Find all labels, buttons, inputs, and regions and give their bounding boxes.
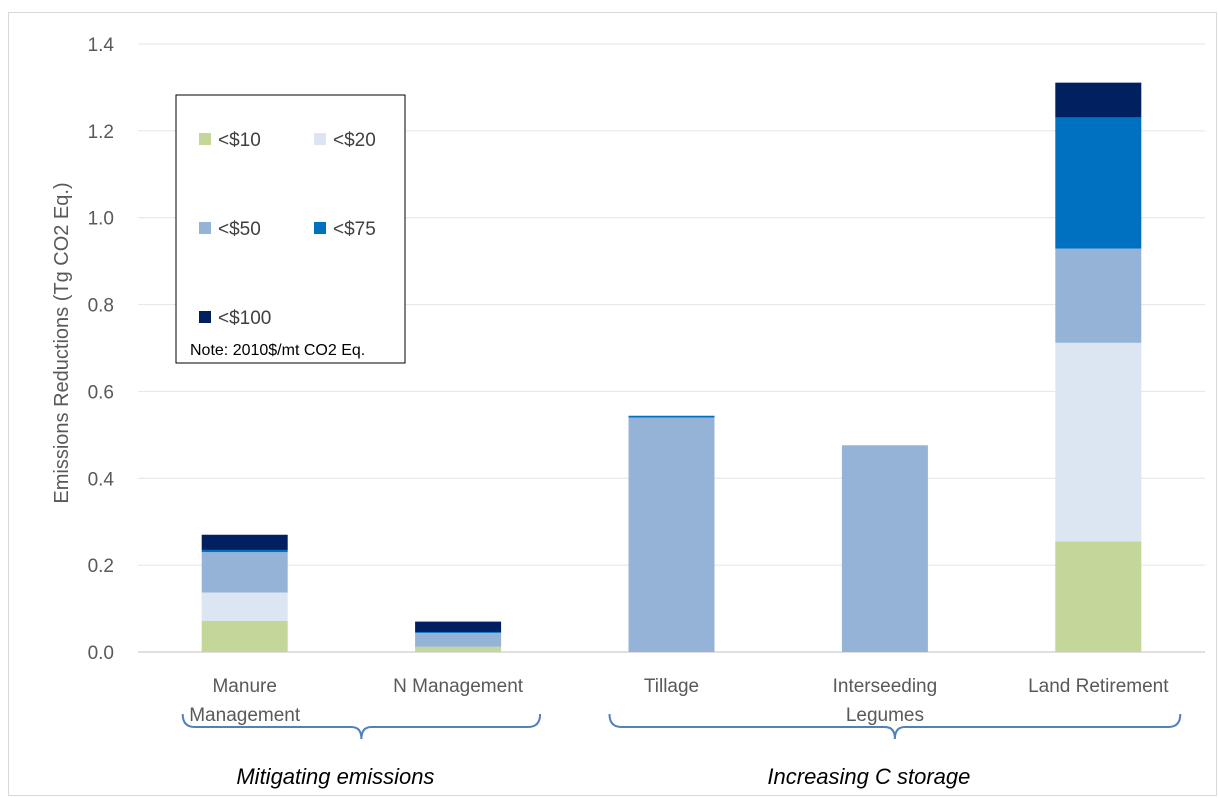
group-labels: Mitigating emissions Increasing C storage [236, 764, 970, 789]
y-tick-label: 0.6 [88, 382, 114, 403]
category-labels: Manure Management N Management Tillage Inter… [189, 676, 1169, 726]
x-category-label: Interseeding [833, 676, 938, 697]
bar-segment [841, 445, 928, 652]
y-tick-label: 0.4 [88, 469, 115, 490]
y-tick-label: 0.2 [88, 556, 114, 577]
bar-segment [628, 415, 715, 418]
group-brackets [181, 713, 1182, 740]
legend-label: <$75 [333, 219, 376, 240]
y-tick-label: 0.0 [88, 643, 114, 664]
bar-segment [1055, 82, 1142, 118]
bar-segment [201, 552, 288, 593]
x-category-label: Tillage [644, 676, 699, 697]
x-category-label: N Management [393, 676, 524, 697]
x-category-label: Land Retirement [1028, 676, 1169, 697]
legend-swatch [314, 133, 326, 145]
legend-swatch [199, 311, 211, 323]
bars [201, 82, 1142, 652]
legend-note: Note: 2010$/mt CO2 Eq. [190, 342, 365, 359]
group-bracket [608, 713, 1182, 740]
bar-segment [415, 621, 502, 633]
group-label: Mitigating emissions [236, 764, 434, 789]
bar-segment [415, 632, 502, 647]
x-category-label: Legumes [846, 705, 924, 726]
bar-segment [415, 646, 502, 652]
y-tick-label: 1.4 [88, 35, 115, 56]
group-label: Increasing C storage [767, 764, 970, 789]
x-category-label: Manure [212, 676, 276, 697]
legend-swatch [199, 222, 211, 234]
chart-frame [8, 12, 1217, 796]
bar-segment [415, 632, 502, 633]
legend-label: <$20 [333, 130, 376, 151]
y-axis-label: Emissions Reductions (Tg CO2 Eq.) [51, 182, 73, 503]
bar-segment [1055, 117, 1142, 249]
legend-label: <$100 [218, 308, 271, 329]
bar-segment [1055, 248, 1142, 343]
y-tick-label: 1.2 [88, 122, 114, 143]
legend-box [175, 94, 406, 364]
y-tick-label: 1.0 [88, 209, 114, 230]
legend-swatch [314, 222, 326, 234]
group-bracket [181, 713, 542, 740]
bar-segment [201, 592, 288, 621]
legend: Note: 2010$/mt CO2 Eq. <$10 <$20 <$50 <$75 <… [175, 94, 406, 364]
bar-segment [201, 549, 288, 553]
bar-segment [1055, 342, 1142, 542]
legend-swatch [199, 133, 211, 145]
x-category-label: Management [189, 705, 301, 726]
bar-segment [201, 534, 288, 550]
bar-segment [1055, 541, 1142, 652]
y-tick-label: 0.8 [88, 296, 114, 317]
bar-segment [201, 620, 288, 652]
y-axis-ticks: 0.0 0.2 0.4 0.6 0.8 1.0 1.2 1.4 [88, 35, 115, 664]
legend-label: <$10 [218, 130, 261, 151]
bar-segment [628, 417, 715, 652]
legend-label: <$50 [218, 219, 261, 240]
